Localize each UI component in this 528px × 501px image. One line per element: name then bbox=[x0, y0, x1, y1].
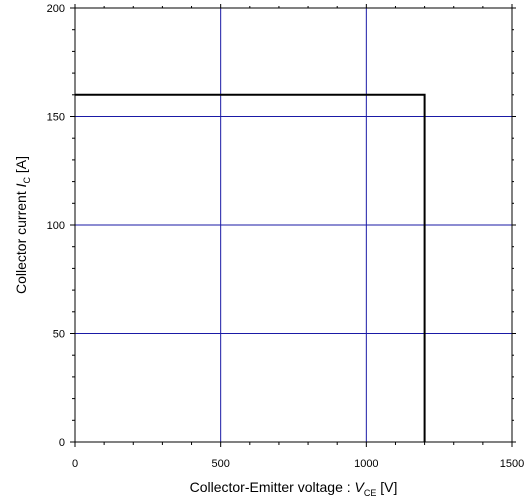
x-axis-title: Collector-Emitter voltage : VCE [V] bbox=[190, 479, 398, 498]
x-axis-title-subscript: CE bbox=[364, 488, 377, 498]
y-axis-title-prefix: Collector current bbox=[13, 187, 29, 294]
y-tick-label: 150 bbox=[47, 112, 65, 124]
x-tick-label: 1500 bbox=[500, 458, 524, 470]
series-line bbox=[75, 93, 426, 442]
x-tick-label: 500 bbox=[211, 458, 229, 470]
y-tick-label: 50 bbox=[53, 329, 65, 341]
series-layer bbox=[75, 93, 426, 442]
grid-lines bbox=[75, 8, 512, 442]
y-tick-label: 0 bbox=[59, 437, 65, 449]
x-tick-label: 1000 bbox=[354, 458, 378, 470]
y-tick-label: 200 bbox=[47, 3, 65, 15]
x-axis-title-prefix: Collector-Emitter voltage : bbox=[190, 479, 355, 495]
y-axis-title: Collector current IC [A] bbox=[13, 156, 32, 294]
y-axis-title-suffix: [A] bbox=[13, 156, 29, 177]
y-axis-title-symbol: I bbox=[13, 183, 29, 187]
y-tick-label: 100 bbox=[47, 220, 65, 232]
axis-ticks: 0 500 1000 1500 0 50 100 150 200 bbox=[47, 3, 525, 470]
x-axis-title-symbol: V bbox=[355, 479, 366, 495]
y-axis-title-subscript: C bbox=[22, 177, 32, 184]
x-tick-label: 0 bbox=[72, 458, 78, 470]
x-axis-title-suffix: [V] bbox=[376, 479, 397, 495]
